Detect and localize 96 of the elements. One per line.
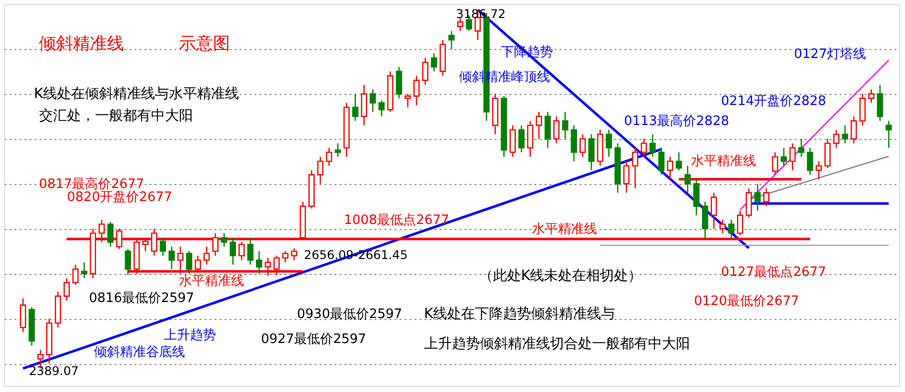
- candlestick: [370, 88, 376, 112]
- annotation: 1008最低点2677: [344, 213, 450, 228]
- candlestick: [518, 124, 525, 153]
- candlestick: [640, 138, 647, 158]
- annotation: 示意图: [179, 34, 230, 54]
- annotation: 0127最低点2677: [721, 265, 826, 280]
- annotation: 水平精准线: [691, 154, 756, 169]
- candlestick: [160, 237, 166, 256]
- annotation: 0930最低价2597: [297, 307, 402, 322]
- candlestick: [290, 248, 298, 261]
- candlestick: [256, 250, 262, 274]
- candlestick: [107, 221, 114, 248]
- candlestick: [859, 93, 866, 126]
- candlestick: [430, 52, 438, 72]
- candlestick: [317, 156, 324, 184]
- annotation: 倾斜精准线: [39, 34, 124, 54]
- candlestick: [676, 152, 682, 171]
- candlestick: [221, 232, 228, 248]
- candlestick: [378, 100, 385, 117]
- candlestick: [763, 188, 770, 207]
- candlestick: [204, 246, 210, 266]
- candlestick: [606, 129, 612, 158]
- candlestick: [326, 147, 332, 166]
- annotation: 0927最低价2597: [261, 332, 366, 347]
- candlestick: [789, 142, 796, 171]
- candlestick: [684, 165, 691, 194]
- candlestick: [632, 147, 638, 189]
- candlestick: [544, 111, 551, 148]
- candlestick: [124, 248, 132, 276]
- candlestick: [693, 178, 700, 216]
- annotation: （此处K线未处在相切处）: [479, 268, 642, 284]
- annotation: K线处在倾斜精准线与水平精准线: [34, 86, 240, 102]
- candlestick: [570, 124, 578, 162]
- candlestick: [667, 156, 674, 180]
- candlestick: [833, 129, 840, 148]
- candlestick: [64, 278, 70, 302]
- candlestick: [702, 201, 708, 240]
- candlestick: [282, 250, 288, 264]
- candlestick: [806, 147, 814, 176]
- candlestick: [230, 237, 236, 266]
- candlestick: [562, 111, 568, 140]
- candlestick: [580, 134, 586, 158]
- candlestick: [886, 120, 892, 148]
- annotation: 0820开盘价2677: [67, 190, 172, 205]
- candlestick: [658, 147, 664, 176]
- candlestick: [710, 192, 717, 230]
- candlestick: [798, 138, 804, 158]
- annotation: K线处在下降趋势倾斜精准线与: [424, 306, 616, 322]
- annotation: 上升趋势倾斜精准线切合处一般都有中大阳: [424, 336, 690, 352]
- annotation: 2389.07: [29, 364, 79, 378]
- candlestick: [728, 219, 734, 240]
- candlestick: [422, 57, 428, 86]
- annotation: 交汇处，一般都有中大阳: [39, 108, 193, 124]
- candlestick: [404, 93, 411, 108]
- candlestick: [736, 210, 744, 236]
- annotation: 水平精准线: [179, 274, 244, 289]
- candlestick: [396, 66, 402, 99]
- candlestick: [457, 16, 464, 32]
- candlestick: [824, 138, 831, 169]
- candlestick: [719, 219, 726, 234]
- candlestick: [352, 93, 358, 122]
- annotation: 倾斜精准谷底线: [94, 345, 185, 360]
- annotation: 0120最低价2677: [694, 294, 800, 309]
- candlestick: [247, 237, 254, 266]
- candlestick: [510, 124, 516, 158]
- candlestick: [772, 152, 778, 176]
- candlestick: [20, 298, 26, 333]
- candlestick: [334, 142, 341, 158]
- candlestick: [360, 84, 368, 126]
- candlestick: [553, 116, 560, 144]
- annotation: 0214开盘价2828: [721, 94, 826, 109]
- annotation: 0127灯塔线: [794, 47, 866, 62]
- candlestick: [527, 120, 534, 158]
- candlestick: [448, 30, 455, 50]
- candlestick: [186, 250, 192, 274]
- candlestick: [623, 160, 630, 194]
- candlestick: [536, 111, 542, 140]
- candlestick: [588, 134, 595, 171]
- candlestick: [850, 116, 857, 144]
- candlestick: [81, 262, 88, 279]
- candlestick: [650, 134, 656, 158]
- candlestick: [746, 188, 752, 218]
- annotation: 0817最高价2677: [39, 176, 144, 192]
- annotation: 水平精准线: [532, 222, 597, 237]
- candlestick: [842, 124, 848, 144]
- candlestick: [780, 147, 787, 166]
- annotation: 0113最高价2828: [624, 113, 730, 129]
- candlestick: [868, 88, 874, 104]
- annotation: 上升趋势: [164, 328, 216, 343]
- candlestick: [876, 84, 884, 122]
- candlestick: [72, 264, 79, 286]
- candlestick: [413, 75, 420, 106]
- candlestick: [754, 183, 761, 212]
- annotation: 0816最低价2597: [89, 291, 194, 306]
- candlestick: [168, 246, 175, 270]
- candlestick: [816, 160, 822, 180]
